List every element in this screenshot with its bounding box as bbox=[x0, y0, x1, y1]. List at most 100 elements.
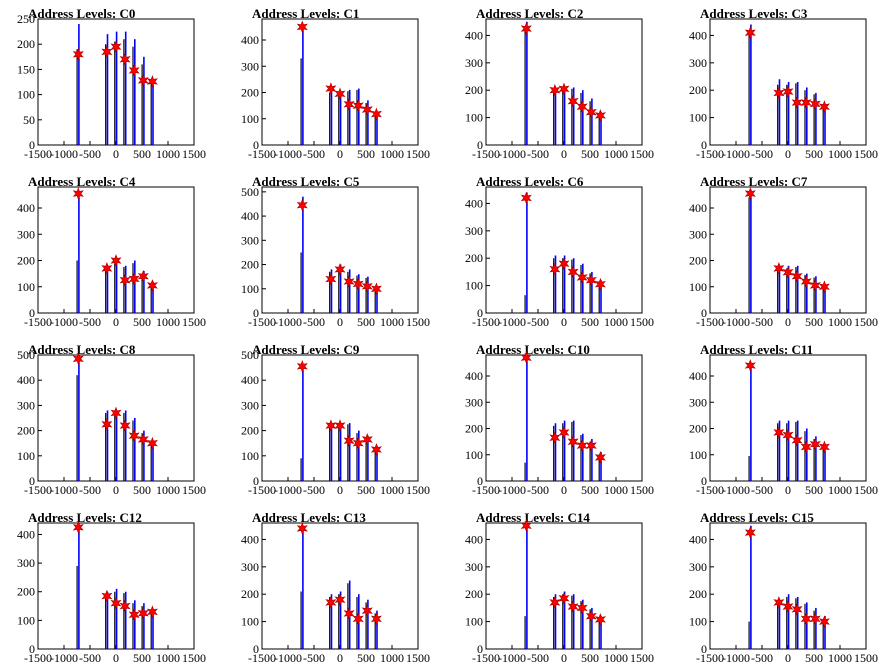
peak-marker bbox=[791, 602, 803, 616]
peak-marker bbox=[773, 262, 785, 275]
x-tick-label: -1000 bbox=[722, 651, 750, 665]
peak-marker bbox=[119, 599, 131, 613]
peak-marker bbox=[137, 433, 149, 446]
x-tick-label: 500 bbox=[133, 483, 151, 497]
peak-marker bbox=[137, 606, 149, 620]
y-tick-label: 100 bbox=[465, 111, 483, 125]
y-tick-label: 0 bbox=[477, 474, 483, 488]
chart-panel-c11: Address Levels: C11 0 100 200 300 400 -1500 -10… bbox=[672, 336, 896, 504]
x-tick-label: -1000 bbox=[50, 147, 78, 161]
chart-panel-c0: Address Levels: C0 0 50 100 150 200 250 -1500 -1… bbox=[0, 0, 224, 168]
peak-marker bbox=[370, 107, 382, 121]
x-tick-label: 0 bbox=[337, 483, 343, 497]
chart-title: Address Levels: C7 bbox=[700, 174, 808, 189]
peak-marker bbox=[800, 440, 812, 454]
chart-panel-c4: Address Levels: C4 0 100 200 300 400 -1500 -100… bbox=[0, 168, 224, 336]
y-tick-label: 400 bbox=[465, 369, 483, 383]
peak-marker bbox=[296, 20, 308, 34]
peak-marker bbox=[594, 613, 606, 626]
y-tick-label: 200 bbox=[689, 83, 707, 97]
x-tick-label: 1500 bbox=[854, 651, 878, 665]
peak-marker bbox=[128, 272, 140, 286]
y-tick-label: 400 bbox=[689, 532, 707, 546]
y-tick-label: 200 bbox=[465, 587, 483, 601]
x-tick-label: -1500 bbox=[696, 651, 724, 665]
x-tick-label: 1500 bbox=[630, 651, 654, 665]
x-tick-label: -1000 bbox=[498, 315, 526, 329]
x-tick-label: 0 bbox=[561, 483, 567, 497]
y-tick-label: 100 bbox=[241, 615, 259, 629]
peak-marker bbox=[782, 600, 794, 613]
chart-panel-c6: Address Levels: C6 0 100 200 300 400 -1500 -100… bbox=[448, 168, 672, 336]
y-tick-label: 0 bbox=[701, 138, 707, 152]
peak-marker bbox=[128, 608, 140, 622]
y-tick-label: 400 bbox=[17, 201, 35, 215]
x-tick-label: 500 bbox=[133, 315, 151, 329]
x-tick-label: 1500 bbox=[406, 651, 430, 665]
chart-svg: 0 100 200 300 400 500 -1500-1000 -500 0 500 1000 15… bbox=[241, 348, 430, 497]
peak-marker bbox=[361, 433, 373, 446]
x-tick-label: 500 bbox=[805, 315, 823, 329]
x-tick-label: -500 bbox=[751, 651, 773, 665]
peak-marker bbox=[343, 434, 355, 448]
y-tick-label: 0 bbox=[29, 474, 35, 488]
x-tick-label: 1500 bbox=[406, 147, 430, 161]
peak-marker bbox=[361, 279, 373, 293]
chart-svg: 0 100 200 300 400 -1500-1000 -500 0 500 1000 1500 bbox=[689, 522, 878, 665]
peak-marker bbox=[110, 596, 122, 610]
x-tick-label: -1500 bbox=[248, 483, 276, 497]
x-tick-label: 500 bbox=[581, 651, 599, 665]
peak-marker bbox=[296, 359, 308, 373]
y-tick-label: 300 bbox=[465, 56, 483, 70]
y-tick-label: 50 bbox=[23, 113, 35, 127]
y-tick-label: 400 bbox=[689, 28, 707, 42]
x-tick-label: -1500 bbox=[248, 315, 276, 329]
chart-svg: 0 100 200 300 400 -1500-1000 -500 0 500 1000 1500 bbox=[465, 18, 654, 161]
chart-svg: 0 100 200 300 400 -1500-1000 -500 0 500 1000 1500 bbox=[241, 522, 430, 665]
peak-marker bbox=[296, 198, 308, 212]
y-tick-label: 0 bbox=[29, 642, 35, 656]
x-tick-label: 1000 bbox=[156, 651, 180, 665]
peak-marker bbox=[809, 437, 821, 451]
peak-marker bbox=[119, 52, 131, 66]
x-tick-label: -1000 bbox=[498, 147, 526, 161]
y-tick-label: 0 bbox=[253, 138, 259, 152]
chart-svg: 0 100 200 300 400 -1500-1000 -500 0 500 1000 1500 bbox=[241, 18, 430, 161]
y-tick-label: 200 bbox=[689, 587, 707, 601]
x-tick-label: -500 bbox=[527, 147, 549, 161]
x-tick-label: -500 bbox=[303, 147, 325, 161]
x-tick-label: 500 bbox=[133, 147, 151, 161]
peak-marker bbox=[146, 279, 158, 292]
y-tick-label: 400 bbox=[465, 196, 483, 210]
chart-panel-c14: Address Levels: C14 0 100 200 300 400 -1500 -10… bbox=[448, 504, 672, 672]
peak-marker bbox=[352, 612, 364, 626]
y-tick-label: 0 bbox=[253, 474, 259, 488]
peak-marker bbox=[520, 22, 532, 35]
peak-marker bbox=[744, 26, 756, 40]
peak-marker bbox=[800, 96, 812, 109]
chart-panel-c12: Address Levels: C12 0 100 200 300 400 -1500 -10… bbox=[0, 504, 224, 672]
y-tick-label: 0 bbox=[29, 306, 35, 320]
y-tick-label: 100 bbox=[689, 111, 707, 125]
x-tick-label: -500 bbox=[527, 651, 549, 665]
y-tick-label: 100 bbox=[17, 88, 35, 102]
y-tick-label: 100 bbox=[689, 448, 707, 462]
peak-marker bbox=[370, 282, 382, 296]
peak-marker bbox=[773, 426, 785, 439]
peak-marker bbox=[137, 269, 149, 283]
y-tick-label: 200 bbox=[689, 422, 707, 436]
y-tick-label: 0 bbox=[477, 306, 483, 320]
chart-svg: 0 100 200 300 400 -1500-1000 -500 0 500 1000 1500 bbox=[465, 519, 654, 665]
chart-svg: 0 100 200 300 400 -1500-1000 -500 0 500 1000 1500 bbox=[689, 186, 878, 329]
peak-marker bbox=[119, 419, 131, 432]
chart-panel-c5: Address Levels: C5 0 100 200 300 400 500 -1500-… bbox=[224, 168, 448, 336]
peak-marker bbox=[146, 605, 158, 619]
peak-marker bbox=[576, 271, 588, 284]
peak-marker bbox=[334, 87, 346, 101]
chart-svg: 0 100 200 300 400 -1500-1000 -500 0 500 1000 1500 bbox=[689, 18, 878, 161]
peak-marker bbox=[800, 612, 812, 626]
x-tick-label: -500 bbox=[527, 483, 549, 497]
y-tick-label: 300 bbox=[689, 395, 707, 409]
x-tick-label: -1000 bbox=[50, 315, 78, 329]
